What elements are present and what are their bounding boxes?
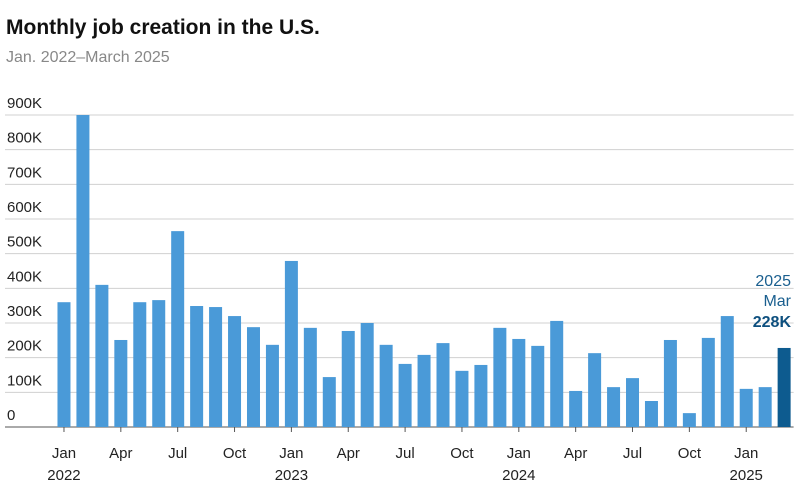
bar [322,377,336,427]
bar [209,307,223,427]
bar [644,401,658,427]
y-tick-label: 800K [7,130,42,147]
bar [95,284,109,427]
x-tick-label: Oct [678,445,702,462]
x-tick-label: Jan [734,445,758,462]
bar [152,300,166,427]
bar [246,327,260,427]
y-tick-label: 700K [7,164,42,181]
bar [739,388,753,427]
y-tick-label: 200K [7,338,42,355]
bar [171,231,185,427]
bar [190,306,204,427]
bar [379,344,393,427]
x-tick-label: Oct [223,445,247,462]
bar [569,390,583,427]
bar [436,343,450,427]
value-label: 228K [753,314,792,331]
bar [701,337,715,427]
bar [663,339,677,427]
bar [720,316,734,427]
x-tick-label: Jan [507,445,531,462]
bar [228,316,242,427]
bar [303,327,317,427]
bar [265,344,279,427]
annotation: 2025 [755,273,791,290]
bar [417,354,431,427]
x-tick-label: Jan [52,445,76,462]
bar [682,413,696,427]
x-year-label: 2023 [275,467,308,484]
bar [114,339,128,427]
bar [777,347,791,427]
x-tick-label: Apr [564,445,587,462]
bar [360,323,374,427]
x-tick-label: Jul [168,445,187,462]
bar [512,338,526,427]
x-year-label: 2022 [47,467,80,484]
x-tick-label: Apr [109,445,132,462]
x-tick-label: Jan [279,445,303,462]
bar [607,387,621,427]
bar [133,302,147,427]
bar [398,363,412,427]
bar [474,364,488,427]
bar [57,302,71,427]
bar [284,260,298,427]
x-tick-label: Jul [623,445,642,462]
bar [758,387,772,427]
bar [341,330,355,427]
y-tick-label: 400K [7,268,42,285]
bar [626,378,640,427]
y-tick-label: 900K [7,95,42,112]
bar [588,353,602,427]
x-tick-label: Apr [337,445,360,462]
y-tick-label: 600K [7,199,42,216]
annotation: Mar [763,293,791,310]
bar [493,327,507,427]
x-tick-label: Oct [450,445,474,462]
bar [76,115,90,427]
y-tick-label: 100K [7,372,42,389]
x-tick-label: Jul [396,445,415,462]
bar [531,345,545,427]
x-year-label: 2025 [730,467,763,484]
bar [550,320,564,427]
chart-title: Monthly job creation in the U.S. [6,16,320,39]
bar [455,370,469,427]
chart-subtitle: Jan. 2022–March 2025 [6,49,170,66]
y-tick-label: 300K [7,303,42,320]
x-year-label: 2024 [502,467,535,484]
y-tick-label: 0 [7,407,15,424]
y-tick-label: 500K [7,234,42,251]
